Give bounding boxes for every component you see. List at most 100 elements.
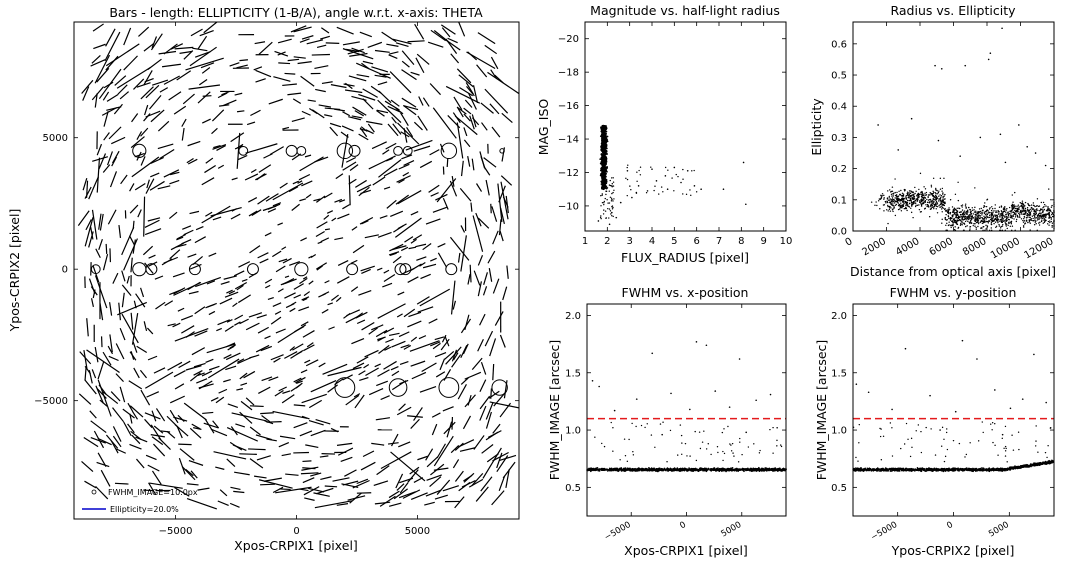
- whisker-bar: [150, 172, 160, 178]
- whisker-bar: [408, 246, 417, 250]
- whisker-bar: [230, 426, 238, 436]
- whisker-bar: [151, 410, 157, 422]
- whisker-bar: [358, 93, 376, 101]
- faint-point: [609, 210, 612, 212]
- ellipticity-point: [892, 193, 894, 195]
- whisker-bar: [350, 259, 358, 264]
- whisker-bar: [342, 111, 351, 117]
- galaxy-point: [686, 170, 689, 172]
- whisker-bar: [115, 448, 127, 454]
- whisker-bar: [343, 83, 355, 87]
- whisker-bar: [289, 261, 300, 266]
- whisker-bar: [480, 476, 493, 492]
- whisker-bar: [377, 81, 388, 86]
- ellipticity-point: [964, 218, 967, 220]
- whisker-bar: [396, 406, 412, 416]
- ellipticity-point: [954, 212, 957, 214]
- whisker-bar: [490, 388, 493, 399]
- whisker-bar: [344, 89, 363, 94]
- stellar-locus-point: [601, 171, 604, 174]
- ellipticity-point: [1017, 204, 1020, 206]
- ellipticity-point: [1005, 211, 1007, 213]
- whisker-bar: [338, 199, 346, 203]
- ellipticity-point: [909, 192, 912, 195]
- whisker-bar: [121, 292, 125, 308]
- ellipticity-point: [1030, 219, 1033, 221]
- ellipticity-point: [1016, 215, 1019, 218]
- whisker-bar: [272, 182, 304, 201]
- whisker-bar: [447, 37, 458, 44]
- whisker-bar: [362, 98, 374, 110]
- fwhm-circle: [348, 144, 361, 157]
- ellipticity-point: [928, 216, 931, 218]
- galaxy-point: [629, 185, 631, 187]
- ellipticity-point: [949, 219, 952, 221]
- whisker-bar: [229, 62, 240, 67]
- whisker-bar: [181, 466, 196, 481]
- ellipticity-point: [990, 227, 992, 229]
- whisker-bar: [99, 303, 104, 321]
- whisker-bar: [182, 225, 192, 230]
- ellipticity-point: [956, 207, 958, 210]
- whisker-bar: [297, 180, 303, 184]
- whisker-bar: [239, 318, 249, 325]
- whisker-bar: [272, 410, 308, 419]
- whisker-bar: [335, 296, 342, 303]
- whisker-bar: [460, 344, 468, 359]
- whisker-bar: [344, 469, 357, 477]
- ellipticity-point: [885, 202, 887, 204]
- whisker-bar: [108, 126, 122, 140]
- whisker-bar: [169, 409, 179, 424]
- whisker-bar: [139, 369, 148, 379]
- whisker-bar: [499, 230, 504, 242]
- whisker-bar: [374, 74, 387, 78]
- ellipticity-point: [974, 220, 976, 223]
- ellipticity-point: [984, 216, 987, 218]
- galaxy-point: [597, 220, 600, 222]
- whisker-bar: [255, 434, 272, 441]
- ellipticity-point: [882, 204, 885, 206]
- whisker-bar: [91, 86, 104, 101]
- ellipticity-point: [887, 210, 889, 212]
- faint-point: [611, 185, 613, 187]
- ellipticity-point: [975, 211, 977, 214]
- ellipticity-point: [900, 210, 903, 212]
- y-tick-label: 5000: [43, 133, 68, 144]
- ellipticity-point: [1027, 202, 1029, 205]
- whisker-bar: [344, 82, 353, 90]
- whisker-bar: [105, 28, 116, 47]
- whisker-bar: [134, 182, 146, 191]
- ellipticity-point: [909, 195, 912, 197]
- whisker-bar: [349, 164, 359, 172]
- whisker-bar: [144, 104, 149, 116]
- whisker-bar: [323, 192, 333, 199]
- ellipticity-point: [932, 198, 935, 201]
- x-tick-label: 5000: [405, 526, 430, 537]
- whisker-bar: [143, 489, 154, 492]
- ellipticity-point: [947, 210, 949, 212]
- ellipticity-point: [939, 177, 942, 180]
- ellipticity-point: [881, 193, 884, 195]
- whisker-bar: [430, 29, 447, 42]
- whisker-bar: [136, 345, 148, 354]
- whisker-bar: [103, 111, 109, 127]
- whisker-bar: [361, 268, 371, 275]
- whisker-bar: [407, 415, 423, 418]
- whisker-bar: [388, 54, 398, 60]
- ellipticity-point: [1000, 221, 1003, 223]
- whisker-bar: [300, 472, 319, 475]
- ellipticity-point: [908, 206, 911, 208]
- whisker-bar: [273, 357, 281, 363]
- whisker-bar: [479, 395, 491, 410]
- galaxy-point: [651, 168, 653, 170]
- ellipticity-point: [1035, 208, 1038, 210]
- whisker-bar: [123, 27, 132, 46]
- ellipticity-point: [986, 215, 988, 217]
- ellipticity-point: [884, 200, 887, 203]
- ellipticity-point: [888, 207, 891, 209]
- whisker-bar: [219, 489, 228, 497]
- ellipticity-point: [895, 194, 898, 196]
- whisker-bar: [121, 313, 139, 344]
- whisker-bar: [92, 23, 104, 32]
- galaxy-point: [693, 185, 696, 187]
